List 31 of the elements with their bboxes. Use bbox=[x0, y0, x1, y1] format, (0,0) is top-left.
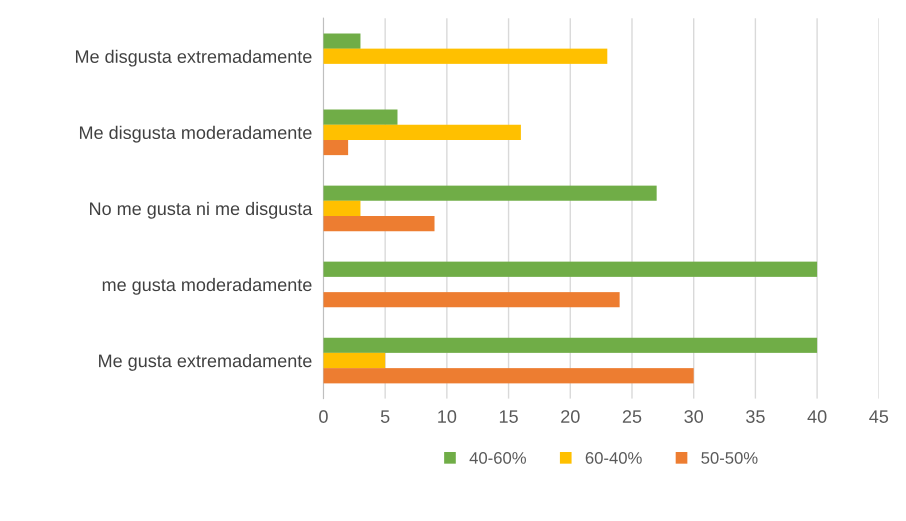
x-tick-label: 25 bbox=[622, 410, 642, 423]
bar bbox=[323, 140, 348, 156]
legend-label: 50-50% bbox=[701, 452, 758, 464]
x-tick-label: 40 bbox=[807, 410, 826, 423]
bar bbox=[323, 200, 360, 216]
x-tick-label: 20 bbox=[561, 410, 580, 423]
x-tick-label: 35 bbox=[746, 410, 765, 423]
x-tick-label: 5 bbox=[380, 410, 390, 423]
y-tick-label: me gusta moderadamente bbox=[102, 278, 312, 295]
legend-label: 40-60% bbox=[470, 452, 526, 464]
bar bbox=[323, 352, 386, 368]
bar bbox=[323, 48, 608, 64]
y-tick-label: Me disgusta moderadamente bbox=[80, 126, 312, 143]
bar bbox=[323, 124, 521, 140]
x-tick-label: 30 bbox=[684, 410, 704, 423]
y-tick-label: Me gusta extremadamente bbox=[99, 354, 312, 371]
bar bbox=[323, 338, 818, 353]
y-tick-label: No me gusta ni me disgusta bbox=[90, 202, 312, 219]
x-tick-label: 10 bbox=[438, 410, 456, 423]
x-tick-label: 15 bbox=[500, 410, 518, 423]
y-tick-label: Me disgusta extremadamente bbox=[76, 50, 312, 67]
bar bbox=[323, 186, 657, 201]
x-tick-label: 45 bbox=[869, 410, 888, 423]
bar bbox=[323, 262, 818, 277]
bar bbox=[323, 292, 620, 308]
x-tick-label: 0 bbox=[319, 410, 328, 423]
bar bbox=[323, 216, 435, 232]
bar bbox=[323, 33, 360, 49]
bar bbox=[323, 368, 694, 384]
bar bbox=[323, 110, 398, 125]
legend-label: 60-40% bbox=[586, 452, 642, 464]
